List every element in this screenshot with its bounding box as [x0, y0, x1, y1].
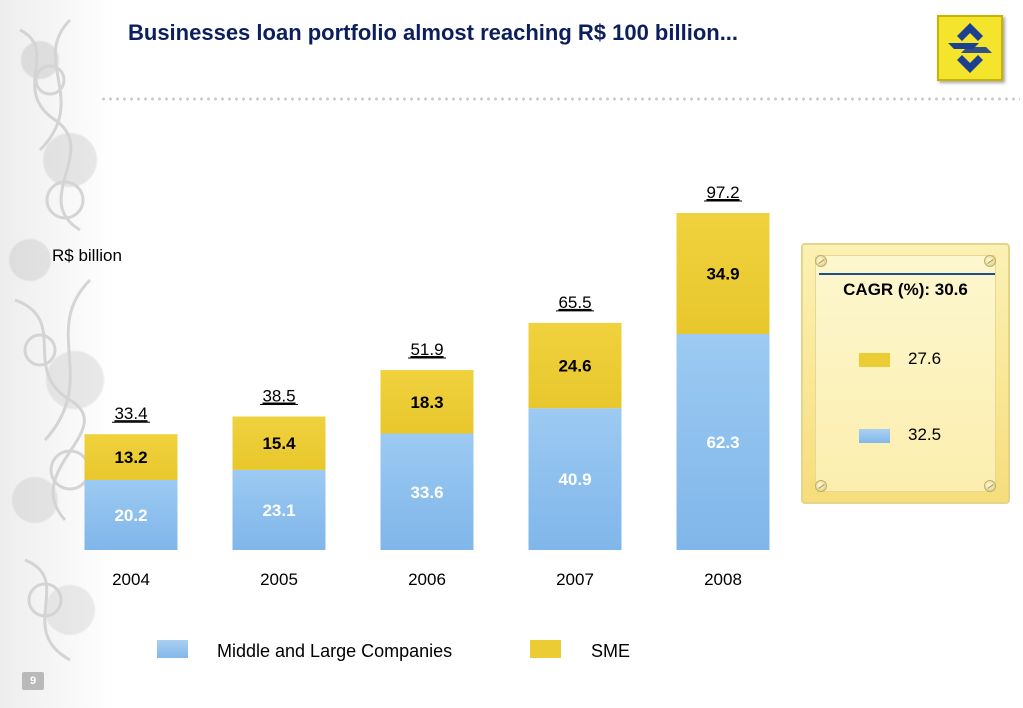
screw-icon — [984, 480, 996, 492]
bar-label-mlc: 40.9 — [558, 470, 591, 489]
banco-do-brasil-logo-icon — [948, 23, 992, 73]
bar-total-label: 33.4 — [114, 404, 147, 423]
x-tick-label: 2006 — [408, 570, 446, 589]
cagr-swatch-mlc — [859, 429, 890, 443]
bar-mlc — [84, 479, 178, 550]
cagr-panel-inner — [815, 255, 996, 492]
bar-label-mlc: 23.1 — [262, 501, 295, 520]
legend-label-mlc: Middle and Large Companies — [217, 641, 453, 661]
bar-sme — [84, 434, 178, 480]
x-tick-label: 2008 — [704, 570, 742, 589]
cagr-title-rule — [819, 273, 995, 275]
bar-sme — [528, 322, 622, 409]
x-tick-label: 2007 — [556, 570, 594, 589]
bar-sme — [232, 416, 326, 470]
bar-sme — [676, 213, 770, 335]
bar-mlc — [232, 469, 326, 550]
bar-label-mlc: 62.3 — [706, 433, 739, 452]
bar-mlc — [528, 408, 622, 550]
bar-label-sme: 13.2 — [114, 448, 147, 467]
bar-label-sme: 24.6 — [558, 357, 591, 376]
x-tick-label: 2005 — [260, 570, 298, 589]
bar-label-mlc: 33.6 — [410, 483, 443, 502]
cagr-value-mlc: 32.5 — [908, 425, 942, 444]
cagr-title: CAGR (%): 30.6 — [843, 280, 968, 299]
legend-swatch-sme — [530, 640, 561, 658]
legend-swatch-mlc — [157, 640, 188, 658]
legend-label-sme: SME — [591, 641, 631, 661]
cagr-value-sme: 27.6 — [908, 349, 942, 368]
y-axis-unit-label: R$ billion — [52, 246, 122, 265]
screw-icon — [984, 255, 996, 267]
bar-mlc — [676, 334, 770, 550]
bar-mlc — [380, 433, 474, 550]
slide-title: Businesses loan portfolio almost reachin… — [128, 20, 739, 45]
bar-sme — [380, 370, 474, 434]
page-number: 9 — [22, 672, 44, 690]
dotted-divider — [100, 97, 1020, 101]
screw-icon — [815, 480, 827, 492]
cagr-panel: CAGR (%): 30.6 27.6 32.5 — [801, 243, 1010, 504]
bar-total-label: 65.5 — [558, 293, 591, 312]
bar-label-sme: 15.4 — [262, 434, 296, 453]
bar-label-mlc: 20.2 — [114, 506, 147, 525]
stacked-bar-chart: 20.2 13.2 33.4 2004 23.1 15.4 38.5 2005 33.6 18.3… — [84, 183, 770, 589]
cagr-swatch-sme — [859, 353, 890, 367]
bank-logo — [937, 15, 1003, 81]
bar-total-label: 38.5 — [262, 387, 295, 406]
bar-label-sme: 34.9 — [706, 265, 739, 284]
bar-total-label: 97.2 — [706, 183, 739, 202]
x-tick-label: 2004 — [112, 570, 150, 589]
bar-label-sme: 18.3 — [410, 393, 443, 412]
screw-icon — [815, 255, 827, 267]
bar-total-label: 51.9 — [410, 340, 443, 359]
